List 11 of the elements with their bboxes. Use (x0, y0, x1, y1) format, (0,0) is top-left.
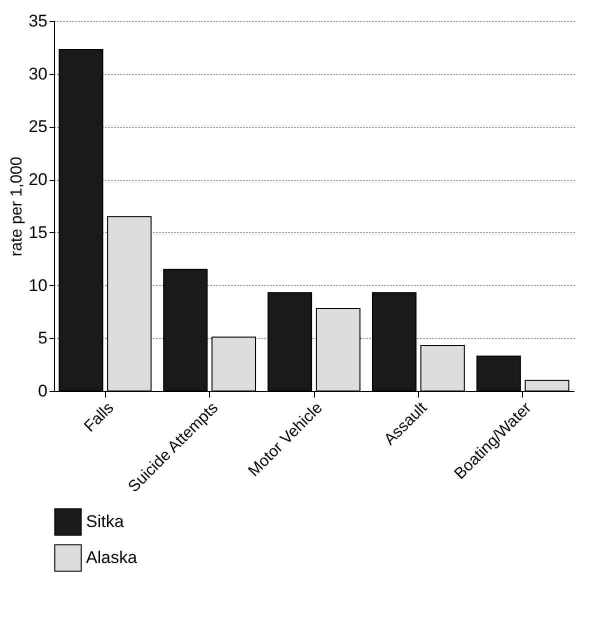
y-tick-label: 15 (28, 222, 48, 242)
legend-label: Sitka (86, 512, 124, 531)
y-tick-label: 5 (38, 328, 48, 348)
y-axis-title: rate per 1,000 (8, 156, 26, 256)
legend-label: Alaska (86, 548, 138, 567)
y-tick-label: 20 (28, 170, 48, 190)
y-tick-label: 0 (38, 382, 48, 400)
y-tick-label: 30 (28, 64, 48, 84)
y-tick-label: 35 (28, 12, 48, 30)
y-tick-label: 25 (28, 117, 48, 136)
y-tick-label: 10 (28, 276, 48, 295)
